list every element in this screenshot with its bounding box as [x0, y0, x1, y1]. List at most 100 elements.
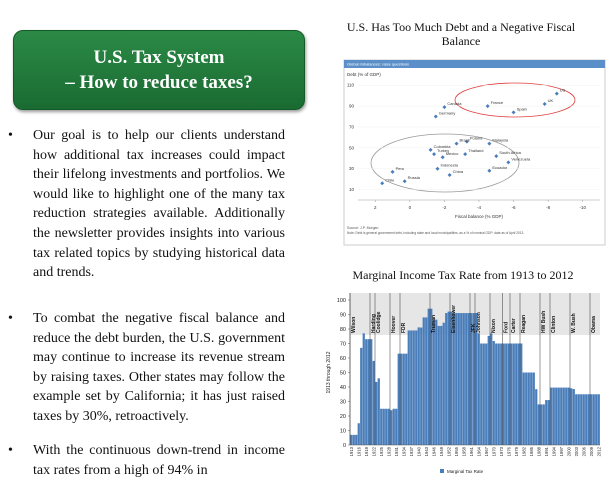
- bar: [430, 308, 433, 445]
- x-tick-label: 1940: [416, 446, 421, 456]
- bar: [505, 343, 508, 445]
- x-tick-label: -10: [579, 205, 586, 210]
- legend-label: Marginal Tax Rate: [447, 469, 484, 474]
- bar: [532, 372, 535, 445]
- bar: [472, 313, 475, 445]
- y-tick-label: 20: [340, 414, 346, 420]
- x-tick-label: -4: [477, 205, 481, 210]
- bar: [490, 333, 493, 445]
- x-tick-label: -8: [546, 205, 550, 210]
- point-label: Canada: [447, 101, 462, 106]
- point: [554, 91, 559, 96]
- bar: [417, 327, 420, 445]
- bar: [452, 313, 455, 445]
- y-tick-label: 30: [349, 166, 355, 171]
- bar: [382, 408, 385, 445]
- x-tick-label: 2009: [589, 446, 594, 456]
- bar: [590, 394, 593, 445]
- x-tick-label: 1988: [536, 446, 541, 456]
- x-tick-label: 1961: [469, 446, 474, 456]
- bar: [350, 434, 353, 445]
- x-tick-label: 1964: [476, 446, 481, 456]
- bar: [477, 333, 480, 445]
- bar: [482, 343, 485, 445]
- point: [454, 141, 459, 146]
- point-label: Mexico: [446, 151, 459, 156]
- bar: [527, 372, 530, 445]
- x-tick-label: 1991: [544, 446, 549, 456]
- bar: [587, 394, 590, 445]
- x-tick-label: -6: [512, 205, 516, 210]
- bar: [497, 343, 500, 445]
- bar: [400, 353, 403, 445]
- bar: [552, 387, 555, 445]
- x-tick-label: 1952: [446, 446, 451, 456]
- president-label: Harding: [371, 314, 377, 333]
- president-label: FDR: [401, 322, 407, 333]
- chart-frame: [343, 59, 606, 246]
- point: [542, 102, 547, 106]
- x-axis-label: Fiscal balance (% GDP): [455, 214, 504, 219]
- bar: [550, 387, 553, 445]
- bar: [352, 434, 355, 445]
- bullet: • With the continuous down-trend in incom…: [8, 441, 288, 480]
- y-tick-label: 50: [340, 370, 346, 376]
- bar: [530, 372, 533, 445]
- point: [447, 172, 452, 177]
- bar-chart: 0 10 20 30 40 50 60 70 80 90 100 1913 through 2012 1…: [326, 293, 601, 474]
- point-label: Venezuela: [511, 156, 530, 161]
- bar: [402, 353, 405, 445]
- x-tick-label: 1913: [349, 446, 354, 456]
- bullet-text: Our goal is to help our clients understa…: [33, 128, 285, 281]
- bar: [425, 317, 428, 445]
- y-tick-label: 90: [349, 104, 355, 109]
- bar: [502, 343, 505, 445]
- bar: [460, 313, 463, 445]
- bar: [445, 313, 448, 445]
- bar: [597, 394, 600, 445]
- x-tick-label: 1955: [454, 446, 459, 456]
- president-label: Ford: [504, 322, 510, 333]
- bar: [475, 313, 478, 445]
- bar: [525, 372, 528, 445]
- point-label: China: [453, 169, 464, 174]
- bar: [562, 387, 565, 445]
- point: [442, 105, 447, 110]
- bar: [385, 408, 388, 445]
- x-tick-label: 1970: [491, 446, 496, 456]
- bar: [535, 389, 538, 445]
- point-label: France: [491, 100, 504, 105]
- x-tick-label: 1934: [401, 446, 406, 456]
- point: [435, 166, 440, 171]
- point: [433, 114, 438, 119]
- y-tick-label: 10: [340, 428, 346, 434]
- point: [494, 154, 499, 159]
- bar: [372, 360, 375, 445]
- point-label: US: [560, 88, 566, 93]
- bullet-dot: •: [8, 128, 13, 143]
- bar: [450, 311, 453, 445]
- x-tick-label: 1949: [439, 446, 444, 456]
- x-tick-label: 1967: [484, 446, 489, 456]
- bar: [585, 394, 588, 445]
- x-tick-label: 1985: [529, 446, 534, 456]
- bullet-text: To combat the negative fiscal balance an…: [33, 311, 285, 424]
- point-label: UK: [548, 98, 554, 103]
- bar: [500, 343, 503, 445]
- bar: [512, 343, 515, 445]
- x-tick-label: 1916: [356, 446, 361, 456]
- bar: [447, 311, 450, 445]
- x-tick-label: 1919: [364, 446, 369, 456]
- point-label: Spain: [517, 106, 527, 111]
- bar: [540, 404, 543, 445]
- bullet-text: With the continuous down-trend in income…: [33, 443, 285, 478]
- bar: [537, 404, 540, 445]
- point-label: Chile: [385, 177, 395, 182]
- bar: [570, 388, 573, 445]
- title-line: – How to reduce taxes?: [65, 72, 253, 93]
- y-tick-label: 100: [337, 298, 346, 304]
- bar: [365, 339, 368, 445]
- x-tick-label: 1994: [551, 446, 556, 456]
- bar: [407, 330, 410, 445]
- y-tick-label: 90: [340, 312, 346, 318]
